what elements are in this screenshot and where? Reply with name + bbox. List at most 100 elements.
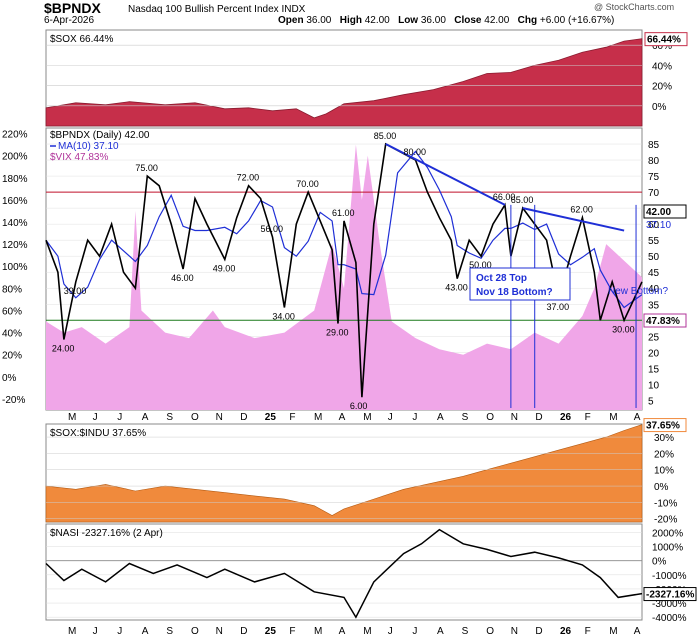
exchange-text: INDX [281,4,306,15]
x-label-bottom: F [585,626,591,637]
x-label-top: S [166,412,173,423]
annotation-box [469,267,571,301]
bpndx-right-tick: 10 [648,380,660,391]
bpndx-value-label: 56.00 [260,224,283,234]
x-label-bottom: A [142,626,149,637]
bpndx-left-tick: 40% [2,329,22,340]
x-label-bottom: D [535,626,542,637]
bpndx-last-box [643,204,687,219]
x-label-bottom: 26 [560,626,572,637]
bpndx-right-tick: 60 [648,220,660,231]
sox-last-value-box [644,32,688,47]
x-label-top: N [216,412,223,423]
x-label-top: F [585,412,591,423]
bpndx-value-label: 50.00 [469,260,492,270]
bpndx-right-tick: 85 [648,140,660,151]
x-label-bottom: J [412,626,417,637]
bpndx-legend: $BPNDX (Daily) 42.00 [50,130,150,141]
annotation-new-bottom: New Bottom? [608,286,668,297]
sox-last-value: 66.44% [647,35,681,46]
sox-ytick-label: 20% [652,82,672,93]
ratio-ytick-label: -10% [654,498,677,509]
bpndx-value-label: 65.00 [511,195,534,205]
sox-ytick-label: 60% [652,41,672,52]
sox-ytick-label: 0% [652,102,667,113]
x-label-top: M [363,412,371,423]
vix-legend: $VIX 47.83% [50,152,108,163]
bpndx-line [45,142,643,398]
bpndx-right-tick: 15 [648,364,660,375]
bpndx-value-label: 80.00 [404,147,427,157]
bpndx-right-tick: 70 [648,188,660,199]
open-label: Open [278,15,304,26]
bpndx-right-tick: 35 [648,300,660,311]
annotation-top-text: Oct 28 Top [476,273,527,284]
ma10-legend: MA(10) 37.10 [58,141,119,152]
ratio-last-value: 37.65% [646,421,680,432]
ratio-last-box [643,418,687,433]
x-label-top: S [462,412,469,423]
x-label-top: J [117,412,122,423]
ratio-ytick-label: 30% [654,433,674,444]
bpndx-left-tick: 160% [2,196,28,207]
low-value: 36.00 [420,15,446,26]
trendline-upper-2 [522,207,625,232]
x-label-bottom: D [240,626,247,637]
nasi-legend: $NASI -2327.16% (2 Apr) [50,528,163,539]
bpndx-left-tick: 100% [2,262,28,273]
ratio-ytick-label: 20% [654,449,674,460]
trendline-upper [385,143,506,206]
nasi-last-value: -2327.16% [646,590,694,601]
bpndx-value-label: 29.00 [326,327,349,337]
sox-area [45,38,643,127]
nasi-ytick-label: -4000% [652,613,687,624]
nasi-line [45,528,643,619]
bpndx-left-tick: 20% [2,351,22,362]
x-label-bottom: S [462,626,469,637]
bpndx-left-tick: 120% [2,240,28,251]
ratio-ytick-label: 0% [654,482,669,493]
x-label-bottom: F [289,626,295,637]
x-label-top: M [609,412,617,423]
x-label-top: F [289,412,295,423]
bpndx-last-value: 42.00 [646,207,671,218]
x-label-top: M [68,412,76,423]
chg-value: +6.00 (+16.67%) [539,15,615,26]
copyright-text: @ StockCharts.com [594,2,675,12]
bpndx-value-label: 6.00 [350,401,368,411]
bpndx-value-label: 46.00 [171,273,194,283]
x-label-top: J [93,412,98,423]
x-label-top: N [511,412,518,423]
x-label-top: D [240,412,247,423]
bpndx-value-label: 62.00 [570,205,593,215]
nasi-ytick-label: 1000% [652,543,683,554]
open-value: 36.00 [306,15,332,26]
x-label-bottom: O [486,626,494,637]
x-label-top: A [339,412,346,423]
bpndx-right-tick: 75 [648,172,660,183]
bpndx-right-tick: 55 [648,236,660,247]
nasi-ytick-label: -3000% [652,599,687,610]
ratio-legend: $SOX:$INDU 37.65% [50,428,146,439]
x-label-top: A [634,412,641,423]
vix-last-value: 47.83% [646,316,680,327]
chart-date: 6-Apr-2026 [44,15,95,26]
chg-label: Chg [517,15,538,26]
nasi-panel-frame [45,523,643,621]
ma10-last-value: 37.10 [646,220,671,231]
x-label-top: A [437,412,444,423]
bpndx-right-tick: 40 [648,284,660,295]
x-label-bottom: 25 [265,626,277,637]
bpndx-right-tick: 50 [648,252,660,263]
ohlc-readout: Open 36.00 High 42.00 Low 36.00 Close 42… [278,15,614,26]
bpndx-value-label: 30.00 [612,324,635,334]
chart-symbol: $BPNDX [44,0,101,16]
x-label-top: O [191,412,199,423]
bpndx-value-label: 34.00 [272,311,295,321]
annotation-bottom-text: Nov 18 Bottom? [476,287,553,298]
bpndx-left-tick: 200% [2,152,28,163]
x-label-bottom: A [339,626,346,637]
bpndx-left-tick: 180% [2,174,28,185]
x-label-bottom: O [191,626,199,637]
